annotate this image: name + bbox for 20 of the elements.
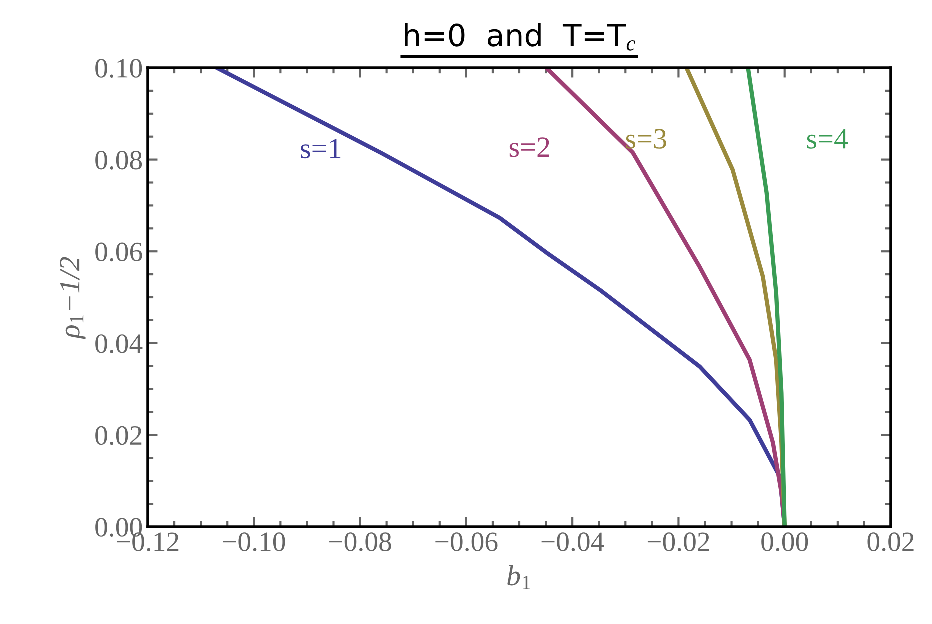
series-label: s=1 [301, 139, 341, 159]
series-label: s=2 [510, 138, 550, 158]
x-tick-label: −0.10 [223, 532, 286, 552]
series-label: s=3 [626, 129, 666, 149]
y-tick-label: 0.04 [96, 334, 143, 354]
line-series [746, 68, 787, 527]
x-tick-label: −0.02 [648, 532, 710, 552]
y-tick-label: 0.10 [96, 59, 142, 78]
x-tick-label: −0.06 [436, 532, 498, 552]
y-tick-label: 0.02 [96, 426, 142, 446]
series-label: s=4 [807, 129, 848, 149]
x-tick-label: 0.00 [762, 532, 808, 552]
x-tick-label: 0.02 [868, 532, 914, 552]
y-axis-title: ρ$_{1}$−1/2 [60, 257, 86, 340]
y-tick-label: 0.06 [96, 242, 142, 262]
x-axis-title: b$_{1}$ [508, 565, 530, 590]
x-tick-label: −0.08 [330, 532, 392, 552]
chart-title: h=0 and T=T$_{c}$ [405, 23, 636, 51]
y-tick-label: 0.08 [96, 150, 142, 170]
x-tick-label: −0.04 [542, 532, 604, 552]
